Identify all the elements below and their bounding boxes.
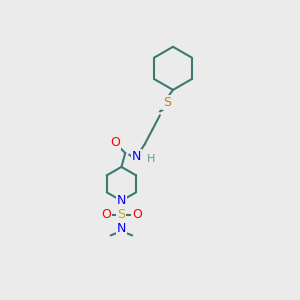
Text: S: S	[117, 208, 125, 221]
Text: O: O	[101, 208, 111, 221]
Text: N: N	[132, 150, 142, 164]
Text: N: N	[117, 194, 126, 207]
Text: O: O	[132, 208, 142, 221]
Text: O: O	[110, 136, 120, 149]
Text: S: S	[163, 97, 171, 110]
Text: H: H	[147, 154, 156, 164]
Text: N: N	[117, 222, 126, 235]
